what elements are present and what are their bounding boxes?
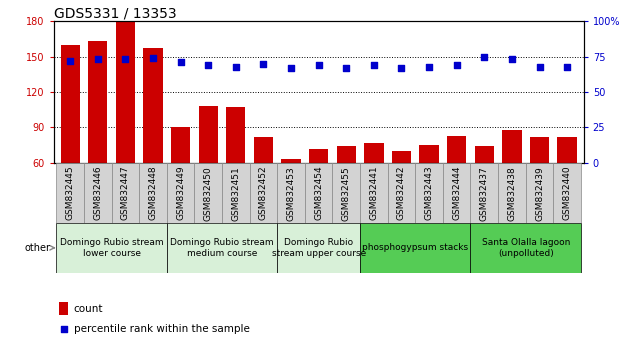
- Text: phosphogypsum stacks: phosphogypsum stacks: [362, 243, 468, 252]
- Text: GSM832447: GSM832447: [121, 166, 130, 221]
- Bar: [526, 163, 553, 223]
- Bar: [333, 163, 360, 223]
- Bar: [336, 146, 356, 234]
- Bar: [557, 137, 577, 234]
- Text: GSM832453: GSM832453: [286, 166, 295, 221]
- Point: [424, 64, 434, 69]
- Bar: [171, 127, 191, 234]
- Point: [65, 58, 75, 64]
- Bar: [392, 151, 411, 234]
- Text: Domingo Rubio stream
medium course: Domingo Rubio stream medium course: [170, 238, 274, 258]
- Bar: [199, 106, 218, 234]
- Text: Santa Olalla lagoon
(unpolluted): Santa Olalla lagoon (unpolluted): [481, 238, 570, 258]
- Point: [341, 65, 351, 71]
- Text: GSM832445: GSM832445: [66, 166, 74, 221]
- Bar: [84, 163, 112, 223]
- Point: [148, 55, 158, 61]
- Bar: [88, 41, 107, 234]
- Point: [314, 62, 324, 68]
- Text: GSM832442: GSM832442: [397, 166, 406, 220]
- Bar: [471, 223, 581, 273]
- Point: [452, 62, 462, 68]
- Bar: [167, 163, 194, 223]
- Point: [534, 64, 545, 69]
- Bar: [309, 149, 328, 234]
- Text: GDS5331 / 13353: GDS5331 / 13353: [54, 6, 176, 20]
- Bar: [471, 163, 498, 223]
- Bar: [475, 146, 494, 234]
- Text: GSM832454: GSM832454: [314, 166, 323, 221]
- Bar: [222, 163, 250, 223]
- Text: GSM832446: GSM832446: [93, 166, 102, 221]
- Bar: [447, 136, 466, 234]
- Bar: [305, 163, 333, 223]
- Bar: [360, 223, 471, 273]
- Point: [507, 57, 517, 62]
- Bar: [194, 163, 222, 223]
- Bar: [360, 163, 387, 223]
- Bar: [277, 223, 360, 273]
- Text: GSM832437: GSM832437: [480, 166, 489, 221]
- Text: GSM832439: GSM832439: [535, 166, 544, 221]
- Point: [203, 62, 213, 68]
- Point: [93, 57, 103, 62]
- Text: GSM832452: GSM832452: [259, 166, 268, 221]
- Point: [369, 62, 379, 68]
- Text: Domingo Rubio
stream upper course: Domingo Rubio stream upper course: [271, 238, 366, 258]
- Bar: [498, 163, 526, 223]
- Bar: [387, 163, 415, 223]
- Text: GSM832440: GSM832440: [563, 166, 572, 221]
- Bar: [364, 143, 384, 234]
- Bar: [502, 130, 522, 234]
- Bar: [115, 21, 135, 234]
- Bar: [553, 163, 581, 223]
- Bar: [143, 48, 163, 234]
- Text: GSM832444: GSM832444: [452, 166, 461, 220]
- Bar: [226, 107, 245, 234]
- Text: count: count: [74, 304, 103, 314]
- Point: [175, 59, 186, 65]
- Point: [231, 64, 241, 69]
- Bar: [112, 163, 139, 223]
- Bar: [56, 163, 84, 223]
- Text: GSM832438: GSM832438: [507, 166, 516, 221]
- Text: Domingo Rubio stream
lower course: Domingo Rubio stream lower course: [60, 238, 163, 258]
- Text: GSM832451: GSM832451: [232, 166, 240, 221]
- Bar: [420, 145, 439, 234]
- Point: [259, 61, 269, 67]
- Bar: [443, 163, 471, 223]
- Text: GSM832450: GSM832450: [204, 166, 213, 221]
- Bar: [59, 302, 69, 315]
- Text: GSM832443: GSM832443: [425, 166, 433, 221]
- Point: [286, 65, 296, 71]
- Bar: [277, 163, 305, 223]
- Bar: [530, 137, 549, 234]
- Point: [480, 54, 490, 59]
- Bar: [254, 137, 273, 234]
- Bar: [167, 223, 277, 273]
- Bar: [250, 163, 277, 223]
- Text: GSM832455: GSM832455: [342, 166, 351, 221]
- Text: percentile rank within the sample: percentile rank within the sample: [74, 324, 250, 334]
- Point: [562, 64, 572, 69]
- Bar: [56, 223, 167, 273]
- Point: [121, 57, 131, 62]
- Text: other: other: [25, 243, 50, 253]
- Bar: [415, 163, 443, 223]
- Bar: [61, 45, 80, 234]
- Text: GSM832441: GSM832441: [369, 166, 379, 221]
- Text: GSM832448: GSM832448: [148, 166, 158, 221]
- Bar: [139, 163, 167, 223]
- Bar: [281, 159, 301, 234]
- Text: GSM832449: GSM832449: [176, 166, 185, 221]
- Point: [59, 326, 69, 332]
- Point: [396, 65, 406, 71]
